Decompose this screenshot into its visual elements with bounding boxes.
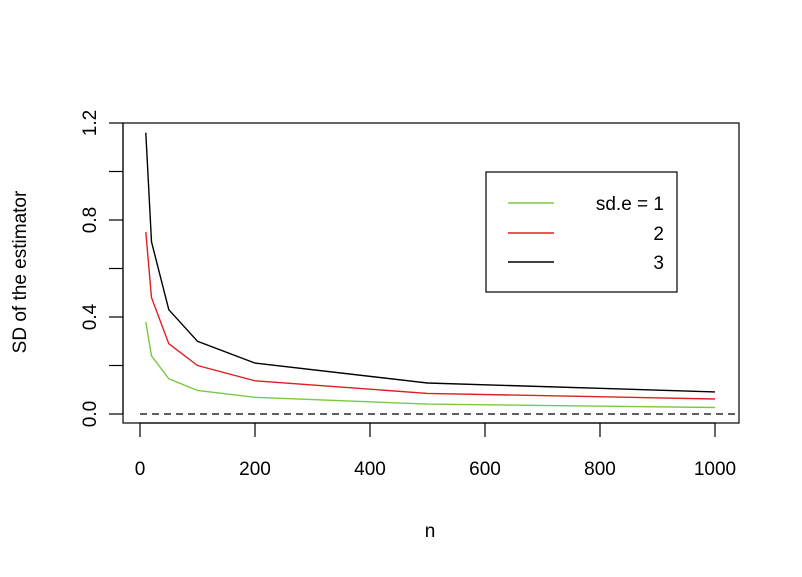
y-tick-label: 0.0 [80, 401, 101, 427]
legend-label-1: sd.e = 1 [596, 194, 664, 215]
x-tick-label: 400 [354, 459, 386, 480]
y-tick-label: 0.8 [80, 207, 101, 233]
x-tick-label: 800 [584, 459, 616, 480]
legend-label-2: 2 [653, 224, 664, 245]
series-line-1 [145, 321, 716, 409]
legend-box [485, 171, 678, 293]
x-axis-label: n [425, 521, 436, 542]
series-line-3 [145, 132, 716, 393]
x-tick-label: 200 [239, 459, 271, 480]
y-axis: 0.0 0.4 0.8 1.2 [80, 110, 124, 427]
legend-label-3: 3 [653, 253, 664, 274]
series-line-2 [145, 232, 716, 400]
x-tick-label: 0 [135, 459, 146, 480]
series-lines [145, 132, 716, 409]
y-tick-label: 0.4 [80, 303, 101, 330]
y-tick-label: 1.2 [80, 110, 101, 136]
y-axis-label: SD of the estimator [10, 190, 31, 353]
x-axis: 0 200 400 600 800 1000 [135, 422, 736, 480]
legend: sd.e = 1 2 3 [485, 171, 678, 293]
x-tick-label: 600 [469, 459, 501, 480]
x-tick-label: 1000 [694, 459, 736, 480]
